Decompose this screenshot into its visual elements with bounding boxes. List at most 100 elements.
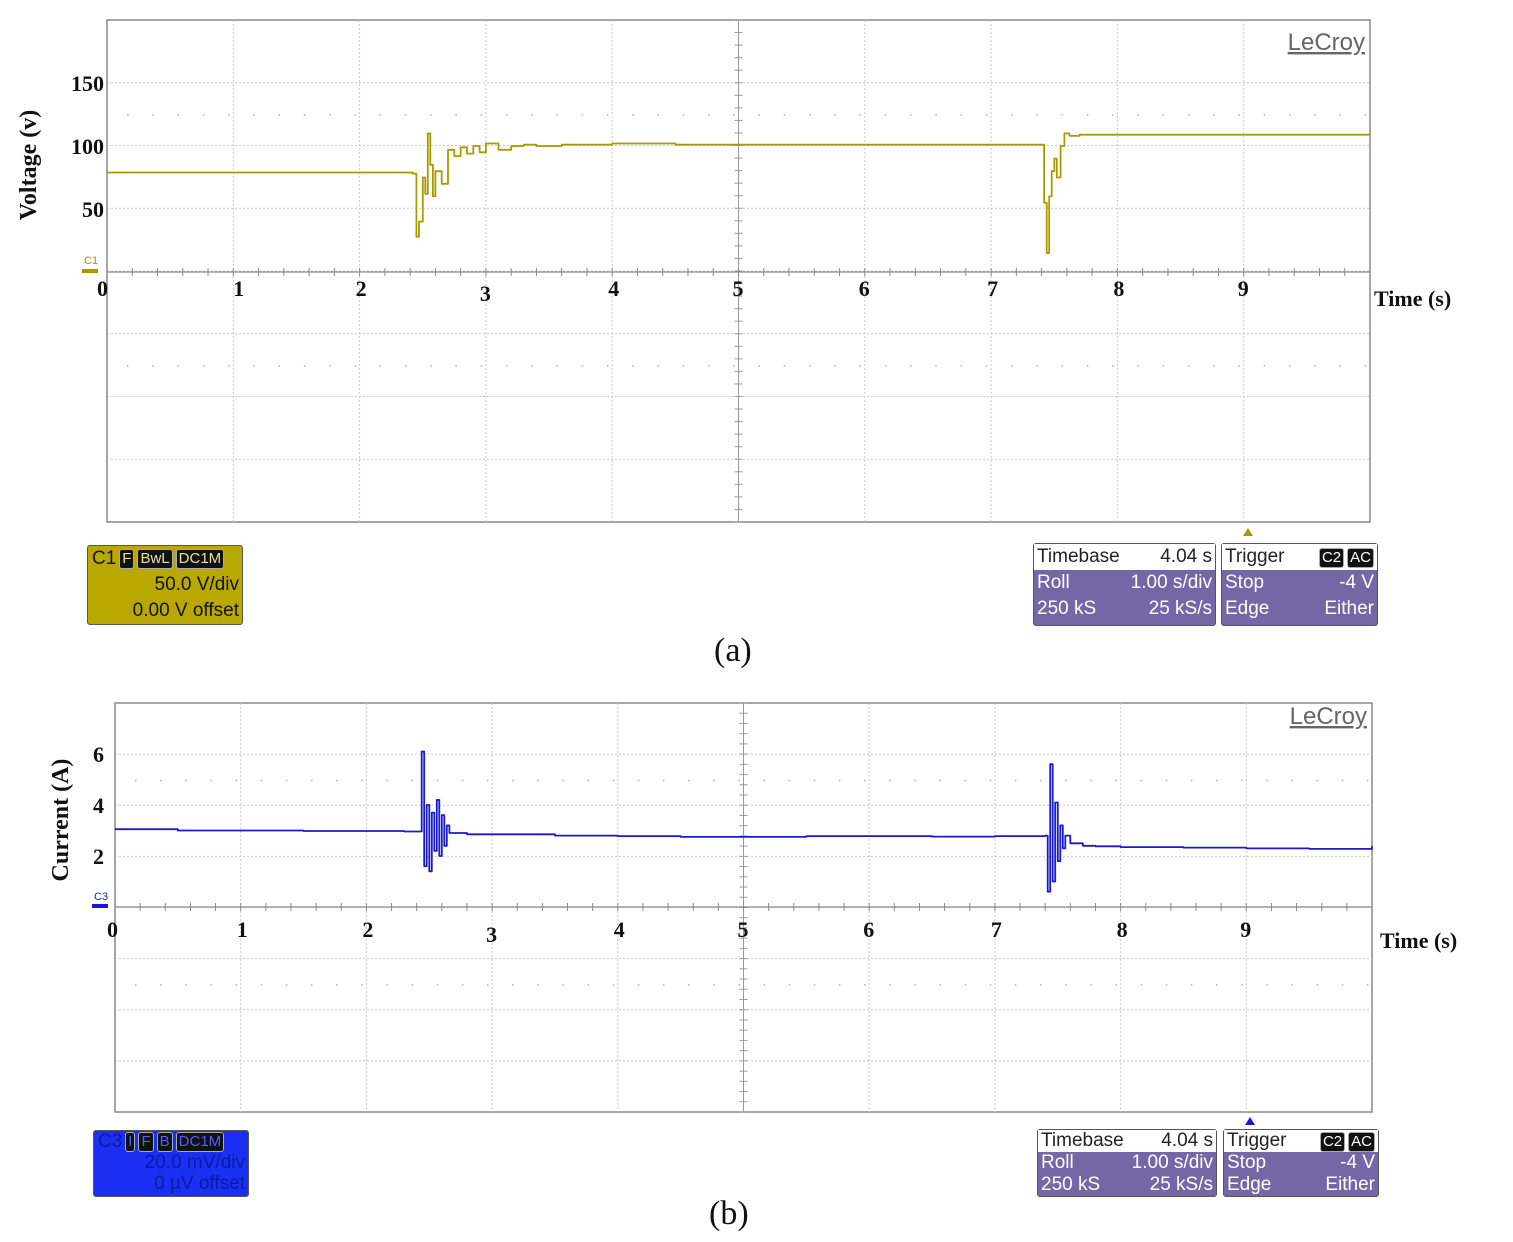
grid-dot: [1140, 984, 1143, 986]
x-tick-label: 1: [237, 917, 248, 942]
grid-dot: [436, 984, 439, 986]
timebase-mode: Roll: [1037, 572, 1070, 593]
channel-marker-bar: [82, 269, 98, 273]
grid-dot: [1216, 984, 1218, 986]
grid-dot: [1241, 984, 1243, 986]
chart-panel-b: C3 LeCroy 6 4 2 0 1 2 3 4 5 6 7 8 9 Time (s) Current (A): [48, 702, 1457, 1125]
timebase-samples: 250 kS: [1041, 1174, 1101, 1195]
channel-scale: 20.0 mV/div: [144, 1152, 245, 1173]
grid-dot: [1291, 984, 1293, 986]
trigger-slope: Either: [1325, 1174, 1375, 1195]
grid-dot: [235, 984, 238, 986]
grid-dot: [1061, 114, 1064, 116]
channel-scale: 50.0 V/div: [154, 574, 240, 595]
grid-dot: [455, 365, 457, 367]
y-axis-label: Voltage (v): [16, 110, 42, 220]
grid-dot: [562, 984, 564, 986]
grid-dot: [1288, 365, 1291, 367]
grid-dot: [411, 779, 414, 782]
x-tick-label: 8: [1113, 276, 1124, 301]
grid-dot: [1061, 365, 1064, 367]
y-tick-label: 50: [82, 197, 104, 222]
grid-dot: [260, 984, 263, 986]
trigger-state: Stop: [1225, 572, 1265, 593]
grid-dot: [1263, 114, 1266, 116]
grid-dot: [606, 365, 609, 367]
timebase-rate: 25 kS/s: [1149, 1174, 1213, 1195]
grid-dot: [461, 779, 464, 782]
grid-dot: [682, 365, 685, 367]
trigger-type: Edge: [1227, 1174, 1272, 1195]
grid-dot: [612, 779, 615, 782]
grid-dot: [935, 114, 937, 116]
x-tick-label: 5: [738, 917, 749, 942]
grid-dot: [160, 984, 162, 986]
grid-dot: [1014, 984, 1017, 986]
grid-dot: [537, 984, 539, 986]
grid-dot: [531, 365, 533, 367]
grid-dot: [1213, 365, 1215, 367]
grid-dot: [202, 365, 205, 367]
grid-dot: [379, 365, 382, 367]
grid-dot: [884, 114, 887, 116]
grid-dot: [135, 984, 137, 986]
grid-dot: [688, 984, 690, 986]
grid-dot: [253, 365, 255, 367]
grid-dot: [889, 779, 891, 782]
grid-dot: [707, 365, 710, 367]
grid-dot: [1165, 984, 1168, 986]
trigger-label: Trigger: [1225, 546, 1285, 567]
grid-dot: [1266, 779, 1268, 782]
grid-dot: [411, 984, 414, 986]
x-tick-label: 7: [987, 276, 998, 301]
y-tick-label: 150: [71, 71, 104, 96]
timebase-rate: 25 kS/s: [1148, 598, 1212, 619]
grid-dot: [1266, 984, 1268, 986]
grid-dot: [404, 114, 407, 116]
grid-dot: [864, 984, 866, 986]
grid-dot: [859, 365, 862, 367]
grid-dot: [1140, 779, 1143, 782]
badge-dc1m: DC1M: [175, 549, 225, 569]
signal-trace: [115, 750, 1373, 893]
grid-dot: [354, 114, 356, 116]
grid-dot: [228, 365, 230, 367]
channel-info-c3: C3 I F B DC1M 20.0 mV/div 0 µV offset: [93, 1130, 249, 1197]
grid-dot: [379, 114, 382, 116]
grid-dot: [1364, 114, 1367, 116]
grid-dot: [657, 365, 659, 367]
grid-dot: [486, 984, 489, 986]
grid-dot: [285, 984, 288, 986]
grid-dot: [329, 114, 331, 116]
grid-dot: [354, 365, 356, 367]
grid-dot: [160, 779, 162, 782]
x-tick-label: 6: [863, 917, 874, 942]
trigger-level: -4 V: [1340, 1152, 1375, 1173]
grid-dot: [935, 365, 937, 367]
grid-dot: [480, 365, 483, 367]
grid-dot: [788, 779, 791, 782]
x-tick-label: 5: [733, 276, 744, 301]
channel-marker-bar: [92, 904, 108, 908]
grid-dot: [1112, 365, 1114, 367]
grid-dot: [1288, 114, 1291, 116]
grid-dot: [581, 365, 584, 367]
grid-dot: [278, 365, 281, 367]
grid-dot: [235, 779, 238, 782]
x-tick-label: 4: [608, 276, 619, 301]
grid-dot: [1040, 779, 1042, 782]
grid-dot: [1115, 779, 1117, 782]
grid-dot: [1366, 984, 1369, 986]
timebase-value: 4.04 s: [1161, 1130, 1213, 1151]
grid-dot: [758, 114, 760, 116]
x-tick-label: 7: [991, 917, 1002, 942]
grid-dot: [783, 114, 786, 116]
badge-f: F: [138, 1131, 154, 1152]
channel-marker: C3: [94, 891, 108, 903]
grid-dot: [185, 984, 187, 986]
grid-dot: [537, 779, 539, 782]
trigger-level: -4 V: [1339, 572, 1374, 593]
grid-dot: [989, 779, 992, 782]
grid-dot: [713, 779, 715, 782]
grid-dot: [512, 984, 514, 986]
